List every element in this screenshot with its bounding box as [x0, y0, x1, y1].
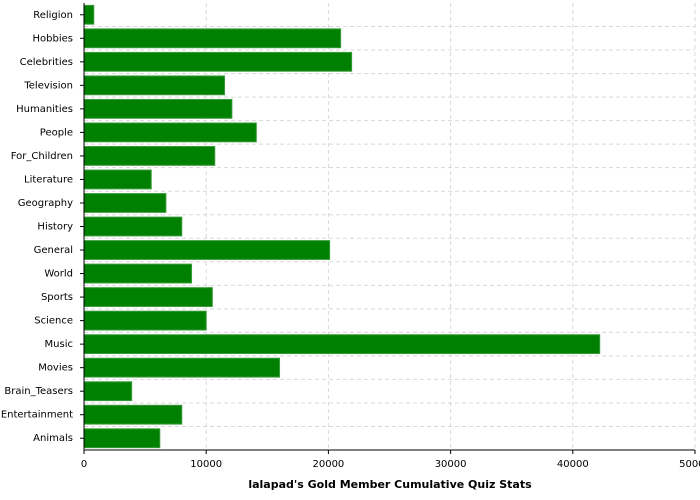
bar: [83, 381, 133, 402]
bar: [83, 122, 257, 143]
y-tick-label: Music: [45, 339, 73, 350]
x-tick-label: 50000: [679, 459, 700, 470]
x-tick-label: 0: [81, 459, 87, 470]
y-tick-label: Television: [23, 80, 73, 91]
bar: [83, 193, 167, 213]
bar: [83, 428, 161, 449]
bar: [83, 4, 95, 25]
bar: [83, 216, 183, 237]
y-tick-label: Humanities: [16, 104, 73, 115]
bar: [83, 240, 331, 260]
bar: [83, 51, 353, 72]
y-tick-label: Geography: [18, 198, 73, 209]
bar: [83, 169, 152, 190]
y-tick-label: Literature: [24, 174, 73, 185]
bar: [83, 28, 342, 49]
y-tick-label: People: [40, 127, 73, 138]
bar: [83, 310, 207, 331]
y-tick-label: Brain_Teasers: [4, 386, 73, 397]
bar: [83, 334, 601, 355]
y-tick-label: General: [34, 245, 73, 256]
x-axis-label: lalapad's Gold Member Cumulative Quiz St…: [248, 478, 532, 491]
x-tick-label: 20000: [312, 459, 344, 470]
bar: [83, 357, 281, 378]
y-tick-label: Celebrities: [20, 57, 73, 68]
y-tick-label: World: [44, 269, 73, 280]
y-tick-label: Religion: [33, 10, 73, 21]
x-tick-label: 30000: [435, 459, 467, 470]
x-tick-label: 40000: [557, 459, 589, 470]
bar: [83, 75, 226, 96]
y-tick-label: Entertainment: [1, 410, 73, 421]
y-tick-label: Science: [34, 316, 73, 327]
bar: [83, 404, 183, 425]
y-tick-label: For_Children: [11, 151, 73, 162]
y-tick-label: Movies: [38, 363, 73, 374]
y-tick-label: History: [37, 222, 73, 233]
y-tick-label: Sports: [41, 292, 73, 303]
bar: [83, 287, 213, 307]
y-tick-label: Animals: [33, 433, 73, 444]
x-tick-label: 10000: [190, 459, 222, 470]
bar: [83, 263, 193, 284]
bar: [83, 146, 216, 166]
y-tick-label: Hobbies: [33, 33, 73, 44]
bar: [83, 98, 233, 119]
